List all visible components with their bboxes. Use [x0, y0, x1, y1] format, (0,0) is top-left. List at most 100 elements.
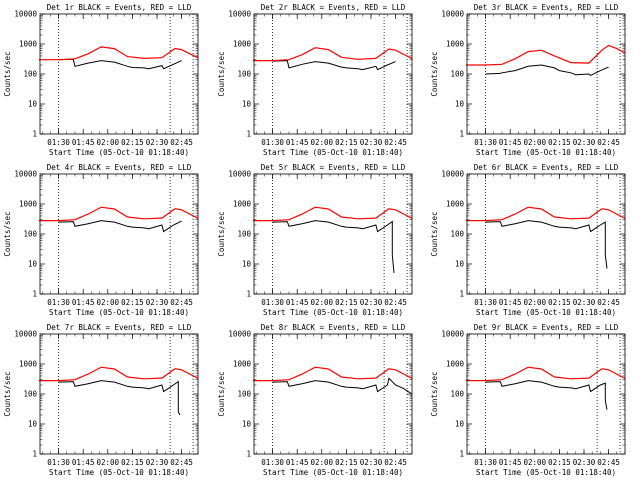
x-tick-label: 02:00	[97, 458, 120, 467]
x-tick-label: 02:45	[384, 458, 407, 467]
x-tick-label: 02:30	[360, 298, 383, 307]
y-tick-label: 1000	[446, 40, 465, 49]
x-tick-label: 02:15	[121, 138, 144, 147]
x-tick-label: 02:15	[335, 458, 358, 467]
y-axis-label: Counts/sec	[217, 371, 226, 416]
y-tick-label: 10000	[441, 170, 464, 179]
series-line	[252, 47, 413, 62]
series-line	[272, 60, 396, 71]
x-tick-label: 02:45	[170, 298, 193, 307]
x-tick-label: 02:15	[548, 458, 571, 467]
plot-frame	[39, 13, 199, 135]
chart-title: Det 8r BLACK = Events, RED = LLD	[261, 323, 406, 332]
x-tick-label: 01:30	[261, 298, 284, 307]
y-tick-label: 1	[32, 290, 37, 299]
y-tick-label: 100	[237, 390, 251, 399]
x-axis-label: Start Time (05-Oct-10 01:18:40)	[476, 468, 616, 477]
series-line	[485, 380, 608, 410]
y-tick-label: 10000	[228, 10, 251, 19]
series-line	[58, 380, 181, 416]
x-tick-label: 02:30	[573, 458, 596, 467]
series-line	[465, 44, 626, 66]
x-tick-label: 02:45	[384, 298, 407, 307]
y-tick-label: 10000	[441, 10, 464, 19]
x-tick-label: 02:45	[384, 138, 407, 147]
y-tick-label: 1	[459, 130, 464, 139]
x-tick-label: 01:45	[286, 458, 309, 467]
chart-title: Det 2r BLACK = Events, RED = LLD	[261, 3, 406, 12]
x-tick-label: 01:30	[474, 138, 497, 147]
chart-panel-6: Det 6r BLACK = Events, RED = LLD Counts/s…	[430, 163, 626, 317]
chart-title: Det 3r BLACK = Events, RED = LLD	[474, 3, 619, 12]
x-tick-label: 01:30	[474, 298, 497, 307]
y-tick-label: 1	[32, 130, 37, 139]
x-tick-label: 02:00	[311, 138, 334, 147]
x-tick-label: 01:30	[47, 458, 70, 467]
chart-title: Det 7r BLACK = Events, RED = LLD	[47, 323, 192, 332]
x-tick-label: 01:30	[261, 458, 284, 467]
series-line	[485, 64, 609, 76]
series-line	[272, 377, 413, 395]
y-tick-label: 10	[28, 100, 38, 109]
plot-frame	[253, 173, 413, 295]
chart-title: Det 1r BLACK = Events, RED = LLD	[47, 3, 192, 12]
x-tick-label: 02:45	[597, 138, 620, 147]
x-tick-label: 02:45	[170, 138, 193, 147]
y-tick-label: 10	[28, 420, 38, 429]
y-tick-label: 10000	[228, 330, 251, 339]
y-tick-label: 1	[32, 450, 37, 459]
y-tick-label: 10000	[228, 170, 251, 179]
x-axis-label: Start Time (05-Oct-10 01:18:40)	[263, 308, 403, 317]
y-axis-label: Counts/sec	[217, 211, 226, 256]
x-tick-label: 01:45	[499, 458, 522, 467]
chart-title: Det 6r BLACK = Events, RED = LLD	[474, 163, 619, 172]
x-tick-label: 01:45	[499, 298, 522, 307]
x-tick-label: 01:30	[261, 138, 284, 147]
y-tick-label: 100	[237, 230, 251, 239]
y-tick-label: 1000	[233, 40, 252, 49]
y-tick-label: 100	[23, 390, 37, 399]
x-tick-label: 02:30	[146, 298, 169, 307]
x-tick-label: 02:00	[524, 298, 547, 307]
y-tick-label: 1000	[19, 40, 38, 49]
y-tick-label: 100	[450, 390, 464, 399]
y-tick-label: 100	[237, 70, 251, 79]
y-tick-label: 10000	[14, 330, 37, 339]
y-axis-label: Counts/sec	[430, 51, 439, 96]
x-tick-label: 02:15	[335, 298, 358, 307]
plot-frame	[39, 333, 199, 455]
chart-title: Det 4r BLACK = Events, RED = LLD	[47, 163, 192, 172]
y-tick-label: 1	[246, 130, 251, 139]
x-tick-label: 02:30	[573, 298, 596, 307]
series-line	[38, 46, 199, 61]
series-line	[465, 366, 626, 382]
x-tick-label: 02:00	[97, 298, 120, 307]
x-tick-label: 02:30	[146, 138, 169, 147]
x-tick-label: 02:15	[548, 138, 571, 147]
x-tick-label: 02:45	[170, 458, 193, 467]
y-tick-label: 10	[28, 260, 38, 269]
y-tick-label: 1000	[446, 360, 465, 369]
x-axis-label: Start Time (05-Oct-10 01:18:40)	[263, 148, 403, 157]
x-tick-label: 02:15	[335, 138, 358, 147]
y-tick-label: 100	[450, 230, 464, 239]
x-tick-label: 01:45	[72, 138, 95, 147]
chart-title: Det 5r BLACK = Events, RED = LLD	[261, 163, 406, 172]
x-tick-label: 02:00	[97, 138, 120, 147]
x-tick-label: 02:45	[597, 458, 620, 467]
chart-panel-5: Det 5r BLACK = Events, RED = LLD Counts/s…	[217, 163, 413, 317]
y-axis-label: Counts/sec	[430, 211, 439, 256]
y-tick-label: 1	[459, 290, 464, 299]
series-line	[38, 206, 199, 222]
y-axis-label: Counts/sec	[3, 371, 12, 416]
x-tick-label: 02:30	[573, 138, 596, 147]
chart-panel-2: Det 2r BLACK = Events, RED = LLD Counts/s…	[217, 3, 413, 157]
y-tick-label: 1	[246, 450, 251, 459]
y-axis-label: Counts/sec	[3, 211, 12, 256]
x-tick-label: 02:00	[311, 298, 334, 307]
y-axis-label: Counts/sec	[3, 51, 12, 96]
series-line	[38, 366, 199, 382]
y-tick-label: 10	[455, 260, 465, 269]
y-tick-label: 10	[455, 420, 465, 429]
y-tick-label: 1000	[446, 200, 465, 209]
